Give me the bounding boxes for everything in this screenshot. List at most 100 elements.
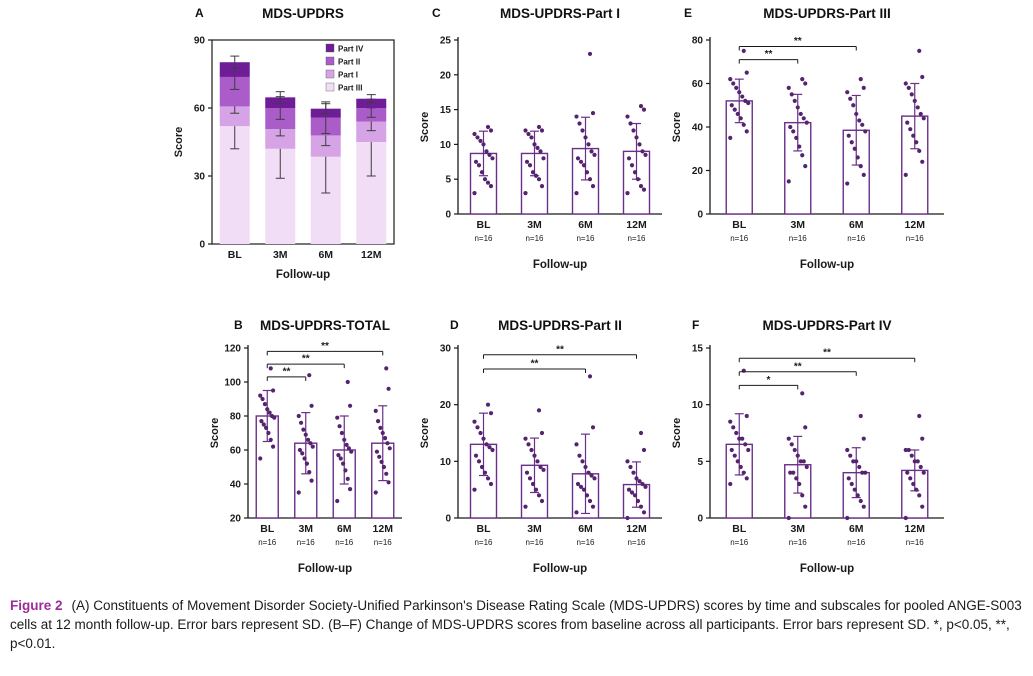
svg-text:3M: 3M <box>273 249 288 261</box>
svg-text:n=16: n=16 <box>258 538 277 547</box>
svg-text:60: 60 <box>230 446 242 457</box>
svg-text:0: 0 <box>445 514 451 525</box>
svg-text:6M: 6M <box>318 249 333 261</box>
svg-text:Follow-up: Follow-up <box>298 563 352 575</box>
svg-text:BL: BL <box>477 523 492 535</box>
panel-title-b: MDS-UPDRS-TOTAL <box>260 318 390 333</box>
svg-text:30: 30 <box>194 172 206 183</box>
svg-text:0: 0 <box>697 210 703 221</box>
panel-f: F MDS-UPDRS-Part IV 0 5 10 15 Score * ** ** BL 3M… <box>662 318 958 600</box>
svg-text:n=16: n=16 <box>627 234 646 243</box>
caption-text: (A) Constituents of Movement Disorder So… <box>10 598 1022 652</box>
svg-text:n=16: n=16 <box>789 538 808 547</box>
svg-text:Score: Score <box>209 418 221 449</box>
svg-text:20: 20 <box>230 514 242 525</box>
svg-text:0: 0 <box>445 210 451 221</box>
panel-title-c: MDS-UPDRS-Part I <box>499 6 620 21</box>
svg-text:0: 0 <box>199 240 205 251</box>
svg-text:5: 5 <box>697 457 703 468</box>
svg-text:Score: Score <box>419 112 431 143</box>
panel-f-header: F MDS-UPDRS-Part IV <box>662 318 958 336</box>
svg-text:25: 25 <box>440 36 452 47</box>
bar-scatter-chart-part3: 0 20 40 60 80 Score ** ** BL 3M 6M 12M n=16 n=16 n=16 n… <box>671 36 944 271</box>
svg-text:3M: 3M <box>790 219 805 231</box>
svg-text:80: 80 <box>230 412 242 423</box>
svg-text:6M: 6M <box>578 219 593 231</box>
svg-text:n=16: n=16 <box>906 538 925 547</box>
panel-e-header: E MDS-UPDRS-Part III <box>662 6 958 24</box>
panel-e: E MDS-UPDRS-Part III 0 20 40 60 80 Score ** ** B… <box>662 6 958 288</box>
panel-c-header: C MDS-UPDRS-Part I <box>418 6 670 24</box>
svg-text:**: ** <box>794 361 802 372</box>
svg-text:n=16: n=16 <box>374 538 393 547</box>
svg-text:n=16: n=16 <box>474 234 493 243</box>
panel-b-header: B MDS-UPDRS-TOTAL <box>204 318 410 336</box>
panel-letter-c: C <box>432 6 441 20</box>
svg-text:n=16: n=16 <box>789 234 808 243</box>
svg-text:40: 40 <box>692 123 704 134</box>
svg-text:n=16: n=16 <box>847 538 866 547</box>
svg-text:n=16: n=16 <box>906 234 925 243</box>
svg-text:Follow-up: Follow-up <box>800 259 854 271</box>
svg-text:90: 90 <box>194 36 206 47</box>
svg-text:Part II: Part II <box>338 58 360 67</box>
svg-text:n=16: n=16 <box>297 538 316 547</box>
svg-text:**: ** <box>531 358 539 369</box>
svg-text:100: 100 <box>224 378 241 389</box>
svg-text:n=16: n=16 <box>576 538 595 547</box>
svg-text:20: 20 <box>692 166 704 177</box>
svg-text:Follow-up: Follow-up <box>800 563 854 575</box>
svg-text:n=16: n=16 <box>335 538 354 547</box>
panel-title-f: MDS-UPDRS-Part IV <box>762 318 892 333</box>
svg-text:Follow-up: Follow-up <box>533 563 587 575</box>
svg-text:10: 10 <box>440 457 452 468</box>
svg-text:Score: Score <box>671 418 683 449</box>
svg-text:**: ** <box>765 49 773 60</box>
svg-text:**: ** <box>823 348 831 359</box>
svg-text:Part I: Part I <box>338 71 358 80</box>
svg-text:Part IV: Part IV <box>338 45 364 54</box>
svg-text:**: ** <box>302 354 310 365</box>
svg-text:3M: 3M <box>527 219 542 231</box>
svg-text:n=16: n=16 <box>627 538 646 547</box>
svg-text:Follow-up: Follow-up <box>533 259 587 271</box>
svg-text:BL: BL <box>732 219 747 231</box>
svg-text:6M: 6M <box>849 219 864 231</box>
svg-text:n=16: n=16 <box>474 538 493 547</box>
figure-caption: Figure 2 (A) Constituents of Movement Dis… <box>10 596 1024 653</box>
svg-text:12M: 12M <box>373 523 394 535</box>
svg-text:10: 10 <box>692 400 704 411</box>
svg-text:**: ** <box>794 36 802 47</box>
svg-text:n=16: n=16 <box>847 234 866 243</box>
panel-d-header: D MDS-UPDRS-Part II <box>418 318 670 336</box>
svg-text:0: 0 <box>697 514 703 525</box>
svg-text:15: 15 <box>692 344 704 355</box>
svg-text:**: ** <box>321 341 329 352</box>
svg-text:6M: 6M <box>578 523 593 535</box>
svg-text:120: 120 <box>224 344 241 355</box>
svg-text:20: 20 <box>440 70 452 81</box>
svg-text:**: ** <box>283 366 291 377</box>
svg-text:BL: BL <box>260 523 275 535</box>
svg-text:10: 10 <box>440 140 452 151</box>
svg-text:12M: 12M <box>905 523 926 535</box>
panel-a-header: A MDS-UPDRS <box>166 6 410 24</box>
svg-text:n=16: n=16 <box>525 234 544 243</box>
caption-label: Figure 2 <box>10 598 63 613</box>
svg-text:30: 30 <box>440 344 452 355</box>
panel-letter-f: F <box>692 318 700 332</box>
svg-text:Score: Score <box>173 127 185 158</box>
svg-text:60: 60 <box>194 104 206 115</box>
panel-title-a: MDS-UPDRS <box>262 6 344 21</box>
svg-text:BL: BL <box>732 523 747 535</box>
panel-c: C MDS-UPDRS-Part I 0 5 10 15 20 25 Score BL 3M 6M… <box>418 6 670 288</box>
svg-text:3M: 3M <box>298 523 313 535</box>
svg-text:12M: 12M <box>361 249 382 261</box>
svg-text:Part III: Part III <box>338 84 362 93</box>
panel-letter-e: E <box>684 6 693 20</box>
svg-text:80: 80 <box>692 36 704 47</box>
panel-title-d: MDS-UPDRS-Part II <box>498 318 622 333</box>
svg-text:3M: 3M <box>527 523 542 535</box>
svg-text:BL: BL <box>477 219 492 231</box>
